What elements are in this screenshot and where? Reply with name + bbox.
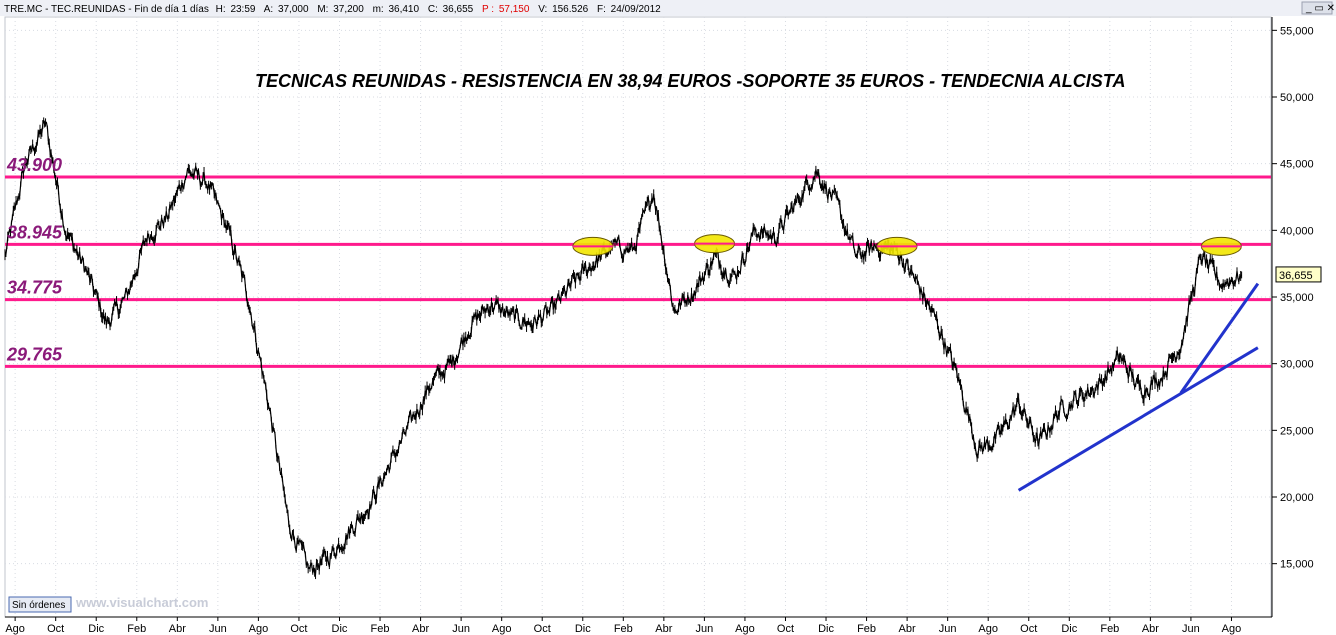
window-controls-glyphs: _ ▭ ✕ (1305, 3, 1335, 14)
x-tick-label: Jun (209, 623, 227, 635)
x-tick-label: Feb (127, 623, 146, 635)
level-label: 38.945 (7, 222, 63, 242)
header-a-label: A: (264, 4, 273, 15)
header-v-value: 156.526 (552, 4, 589, 15)
level-labels: 43.900 38.945 34.775 29.765 (6, 155, 63, 364)
header-info: TRE.MC - TEC.REUNIDAS - Fin de día 1 día… (4, 4, 661, 15)
x-tick-label: Jun (939, 623, 957, 635)
x-tick-label: Abr (899, 623, 916, 635)
y-tick-label: 20,000 (1280, 492, 1314, 504)
x-tick-label: Ago (492, 623, 512, 635)
header-f-value: 24/09/2012 (611, 4, 661, 15)
price-line (4, 119, 1243, 577)
x-tick-label: Dic (818, 623, 834, 635)
x-tick-label: Oct (47, 623, 64, 635)
trendlines (1017, 282, 1260, 492)
header-mm-label: m: (373, 4, 384, 15)
header-f-label: F: (597, 4, 606, 15)
x-tick-label: Abr (169, 623, 186, 635)
x-tick-label: Abr (655, 623, 672, 635)
x-tick-label: Ago (735, 623, 755, 635)
x-tick-label: Ago (978, 623, 998, 635)
header-v-label: V: (538, 4, 547, 15)
window-controls[interactable] (1301, 1, 1333, 15)
x-tick-label: Dic (332, 623, 348, 635)
trendline (1179, 282, 1260, 394)
x-tick-label: Jun (452, 623, 470, 635)
x-tick-label: Dic (88, 623, 104, 635)
y-tick-label: 55,000 (1280, 25, 1314, 37)
x-tick-label: Abr (412, 623, 429, 635)
price-series (4, 117, 1243, 580)
x-axis: Ago Oct Dic Feb Abr Jun Ago Oct Dic Feb Abr Jun Ago O… (5, 617, 1241, 635)
x-tick-label: Ago (249, 623, 269, 635)
y-tick-label: 35,000 (1280, 292, 1314, 304)
watermark: www.visualchart.com (75, 595, 208, 610)
x-tick-label: Feb (1100, 623, 1119, 635)
no-orders-button[interactable] (8, 596, 72, 613)
header-h-label: H: (216, 4, 226, 15)
highlights (572, 234, 1242, 256)
no-orders-label: Sin órdenes (12, 600, 65, 611)
chart-title: TECNICAS REUNIDAS - RESISTENCIA EN 38,94… (255, 71, 1125, 91)
last-price-tag-label: 36,655 (1279, 270, 1313, 282)
last-price-tag-box (1275, 266, 1322, 283)
x-tick-label: Oct (1020, 623, 1037, 635)
y-tick-label: 40,000 (1280, 225, 1314, 237)
x-tick-label: Oct (777, 623, 794, 635)
status-area: Sin órdenes www.visualchart.com (8, 595, 208, 613)
header-c-label: C: (428, 4, 438, 15)
last-price-tag: 36,655 (1275, 266, 1322, 283)
x-tick-label: Dic (1061, 623, 1077, 635)
header-h-value: 23:59 (230, 4, 255, 15)
header-c-value: 36,655 (443, 4, 474, 15)
x-tick-label: Jun (1182, 623, 1200, 635)
x-tick-label: Feb (614, 623, 633, 635)
y-tick-label: 50,000 (1280, 92, 1314, 104)
trendline (1017, 346, 1259, 492)
x-tick-label: Dic (575, 623, 591, 635)
x-tick-label: Feb (371, 623, 390, 635)
level-label: 34.775 (7, 278, 63, 298)
level-label: 29.765 (6, 344, 63, 364)
plot-area (4, 16, 1272, 618)
header-p-label: P : (482, 4, 494, 15)
header-p-value: 57,150 (499, 4, 530, 15)
x-tick-label: Ago (1222, 623, 1242, 635)
y-tick-label: 15,000 (1280, 559, 1314, 571)
x-tick-label: Oct (290, 623, 307, 635)
chart-header: TRE.MC - TEC.REUNIDAS - Fin de día 1 día… (0, 0, 1336, 16)
header-symbol: TRE.MC - TEC.REUNIDAS - Fin de día 1 día… (4, 4, 209, 15)
horizontal-levels (5, 175, 1271, 368)
y-tick-label: 30,000 (1280, 359, 1314, 371)
x-tick-label: Feb (857, 623, 876, 635)
y-axis: 15,000 20,000 25,000 30,000 35,000 40,000 45,0… (1272, 25, 1314, 571)
x-tick-label: Abr (1142, 623, 1159, 635)
header-mm-value: 36,410 (388, 4, 419, 15)
header-m-label: M: (317, 4, 328, 15)
grid (5, 17, 1271, 617)
header-bg (0, 0, 1336, 16)
x-tick-label: Oct (534, 623, 551, 635)
x-tick-label: Ago (5, 623, 25, 635)
header-a-value: 37,000 (278, 4, 309, 15)
header-m-value: 37,200 (333, 4, 364, 15)
level-label: 43.900 (6, 155, 62, 175)
y-tick-label: 25,000 (1280, 425, 1314, 437)
y-tick-label: 45,000 (1280, 159, 1314, 171)
x-tick-label: Jun (696, 623, 714, 635)
